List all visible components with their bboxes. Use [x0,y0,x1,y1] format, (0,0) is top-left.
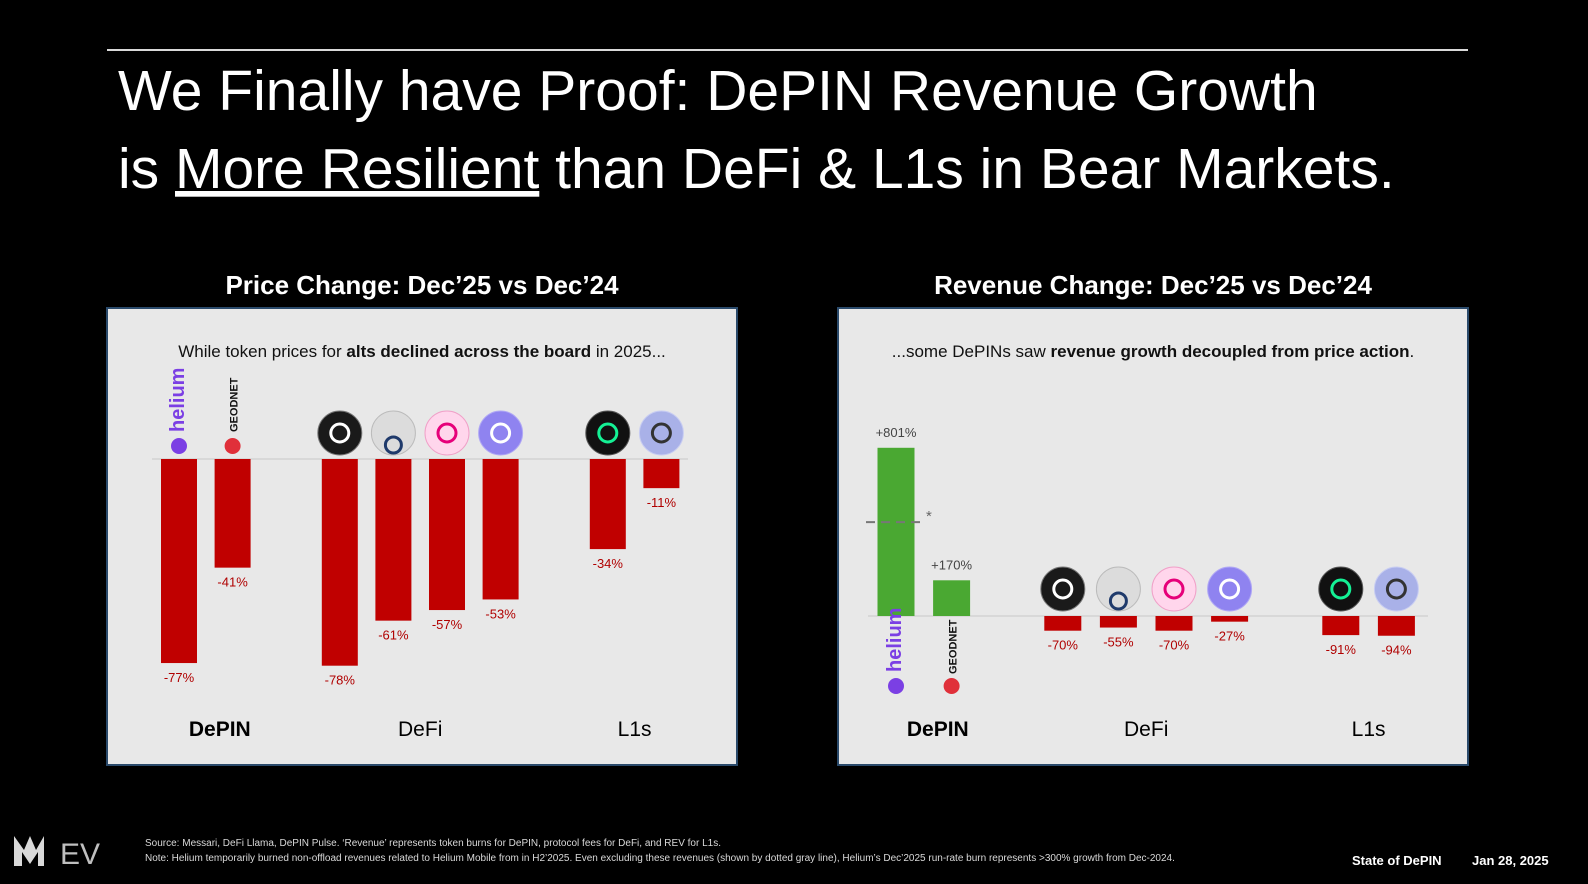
category-label: GEODNET [948,619,960,674]
category-label: helium [884,608,906,672]
footnote: Note: Helium temporarily burned non-offl… [145,853,1175,864]
token-icon [1151,566,1197,612]
subtitle-part: ...some DePINs saw [892,342,1051,361]
title-part: More Resilient [175,137,539,201]
value-label: -77% [164,670,195,685]
value-label: -78% [325,673,356,688]
token-icon-glyph [1052,578,1074,600]
logo-dot [888,678,904,694]
title-part: than DeFi & L1s in Bear Markets. [539,137,1394,201]
chart-title: Revenue Change: Dec’25 vs Dec’24 [934,270,1372,300]
value-label: -70% [1159,638,1190,653]
token-icon [1095,566,1141,612]
title-line: is More Resilient than DeFi & L1s in Bea… [118,137,1395,201]
token-icon-glyph [1385,578,1407,600]
token-icon-glyph [329,422,351,444]
bar [429,459,465,611]
token-icon [638,410,684,456]
bar [877,447,915,616]
subtitle-part: While token prices for [178,342,346,361]
group-label: DePIN [907,718,969,741]
logo-dot [943,678,960,694]
token-icon [478,410,524,456]
logo-dot [171,438,187,454]
bar [214,459,251,568]
value-label: -61% [378,628,409,643]
bar [1377,616,1415,636]
bar [933,580,971,616]
bar [1099,616,1137,628]
subtitle-part: . [1409,342,1414,361]
token-icon [1373,566,1419,612]
token-icon [1207,566,1253,612]
value-label: -70% [1048,638,1079,653]
bar [1155,616,1193,631]
value-label: -91% [1326,642,1357,657]
token-icon [1040,566,1086,612]
token-icon-glyph [1163,578,1185,600]
token-icon-glyph [490,422,512,444]
category-label: GEODNET [229,377,241,432]
group-label: DeFi [398,718,442,741]
logo-mark [14,836,44,866]
source-note: Source: Messari, DeFi Llama, DePIN Pulse… [145,838,721,849]
bar [1322,616,1360,636]
footer-name: State of DePIN [1352,853,1442,868]
token-icon [424,410,470,456]
value-label: -53% [485,606,516,621]
bar [1211,616,1249,622]
logo-text: EV [60,838,100,871]
chart-title: Price Change: Dec’25 vs Dec’24 [225,270,619,300]
token-icon [370,410,416,456]
bar [482,459,519,600]
bar [161,459,197,664]
token-icon-glyph [1219,578,1241,600]
value-label: -27% [1214,629,1245,644]
value-label: -57% [432,617,463,632]
token-icon-glyph [597,422,619,444]
value-label: -11% [647,495,677,510]
value-label: -34% [593,556,624,571]
footer-date: Jan 28, 2025 [1472,853,1549,868]
subtitle-part: alts declined across the board [346,342,591,361]
value-label: +170% [931,557,972,572]
bar [321,459,358,666]
logo: EV [14,836,100,871]
token-icon-glyph [1108,591,1128,611]
token-icon [317,410,363,456]
chart-subtitle: While token prices for alts declined acr… [178,342,666,361]
subtitle-part: in 2025... [591,342,666,361]
reference-label: * [926,508,932,525]
chart-panel [837,307,1469,766]
value-label: +801% [876,425,917,440]
token-icon [585,410,631,456]
token-icon-glyph [650,422,672,444]
token-icon-glyph [383,435,403,455]
value-label: -94% [1381,643,1412,658]
bar [375,459,412,621]
bar [589,459,626,550]
token-icon [1318,566,1364,612]
category-label: helium [167,368,189,432]
chart-subtitle: ...some DePINs saw revenue growth decoup… [892,342,1414,361]
group-label: L1s [618,718,652,741]
value-label: -41% [217,575,248,590]
token-icon-glyph [1330,578,1352,600]
title-part: is [118,137,175,201]
bar [643,459,680,489]
subtitle-part: revenue growth decoupled from price acti… [1051,342,1410,361]
token-icon-glyph [436,422,458,444]
bar [1044,616,1082,631]
logo-dot [224,438,241,454]
group-label: DeFi [1124,718,1168,741]
value-label: -55% [1103,635,1134,650]
group-label: L1s [1352,718,1386,741]
chart-panel [106,307,738,766]
title-line: We Finally have Proof: DePIN Revenue Gro… [118,59,1318,123]
group-label: DePIN [189,718,251,741]
